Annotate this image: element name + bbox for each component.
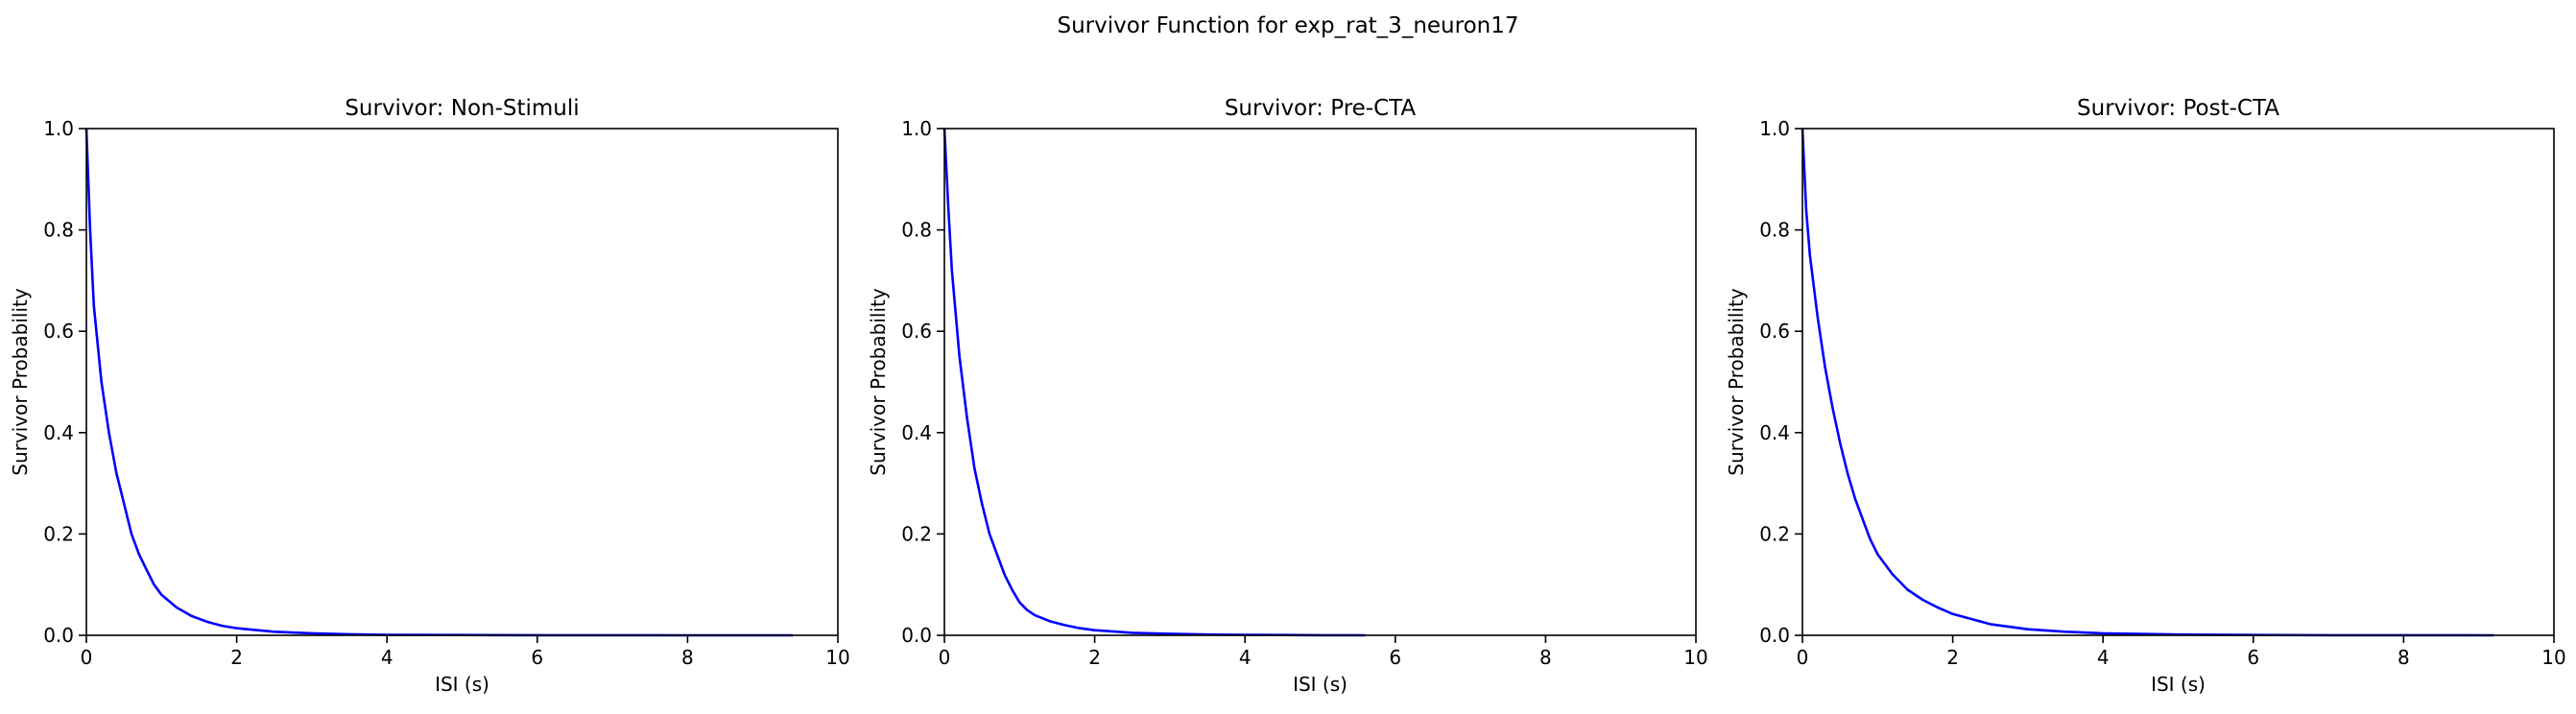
y-tick-label: 0.8 [901, 219, 932, 242]
x-tick-label: 8 [2397, 646, 2410, 669]
y-tick-label: 1.0 [901, 117, 932, 140]
y-tick-label: 0.8 [43, 219, 74, 242]
x-tick-label: 6 [1389, 646, 1401, 669]
x-tick-label: 4 [381, 646, 394, 669]
survivor-curve [84, 128, 793, 637]
x-tick-label: 2 [230, 646, 243, 669]
y-tick-label: 1.0 [43, 117, 74, 140]
y-tick-label: 0.6 [901, 320, 932, 343]
x-tick-label: 4 [2097, 646, 2110, 669]
y-axis-label: Survivor Probability [867, 288, 890, 476]
x-tick-label: 10 [825, 646, 849, 669]
y-tick-label: 0.4 [901, 421, 932, 444]
x-tick-label: 0 [939, 646, 951, 669]
y-axis-label: Survivor Probability [1725, 288, 1748, 476]
x-tick-label: 2 [1088, 646, 1101, 669]
x-axis-label: ISI (s) [1293, 673, 1348, 696]
subplot-3: Survivor: Post-CTA 0 2 4 6 8 10 0.0 0.2 0.4 0.6 0.8… [1725, 96, 2566, 696]
x-tick-label: 10 [1683, 646, 1707, 669]
plot-frame [85, 128, 839, 636]
x-tick-label: 8 [1539, 646, 1552, 669]
y-tick-label: 0.6 [43, 320, 74, 343]
y-tick-label: 0.2 [1759, 522, 1790, 545]
y-axis-label: Survivor Probability [9, 288, 32, 476]
survivor-curve [1801, 128, 2494, 637]
x-axis-label: ISI (s) [435, 673, 489, 696]
y-tick-label: 0.0 [1759, 624, 1790, 647]
subplot-2: Survivor: Pre-CTA 0 2 4 6 8 10 0.0 0.2 0.4 0.6 0.8 1… [867, 96, 1708, 696]
x-tick-label: 10 [2541, 646, 2565, 669]
subplot-panels: Survivor: Non-Stimuli 0 2 4 6 8 10 0.0 0.2 0.4 0.6… [9, 96, 2566, 696]
y-tick-label: 0.0 [901, 624, 932, 647]
x-tick-label: 4 [1239, 646, 1252, 669]
y-tick-label: 0.6 [1759, 320, 1790, 343]
x-tick-label: 2 [1946, 646, 1959, 669]
x-tick-label: 8 [681, 646, 694, 669]
figure-suptitle: Survivor Function for exp_rat_3_neuron17 [1058, 13, 1519, 38]
subplot-title: Survivor: Pre-CTA [1225, 96, 1417, 121]
subplot-title: Survivor: Post-CTA [2077, 96, 2279, 121]
y-tick-label: 0.2 [901, 522, 932, 545]
x-tick-label: 6 [531, 646, 543, 669]
survivor-curve [942, 128, 1366, 637]
y-tick-label: 0.2 [43, 522, 74, 545]
x-tick-label: 0 [1797, 646, 1809, 669]
plot-frame [943, 128, 1697, 636]
y-tick-label: 0.8 [1759, 219, 1790, 242]
y-tick-label: 0.4 [1759, 421, 1790, 444]
plot-frame [1801, 128, 2555, 636]
subplot-1: Survivor: Non-Stimuli 0 2 4 6 8 10 0.0 0.2 0.4 0.6… [9, 96, 850, 696]
x-axis-label: ISI (s) [2151, 673, 2206, 696]
subplot-title: Survivor: Non-Stimuli [345, 96, 579, 121]
y-tick-label: 0.0 [43, 624, 74, 647]
x-tick-label: 6 [2247, 646, 2259, 669]
x-tick-label: 0 [81, 646, 93, 669]
y-tick-label: 1.0 [1759, 117, 1790, 140]
y-tick-label: 0.4 [43, 421, 74, 444]
